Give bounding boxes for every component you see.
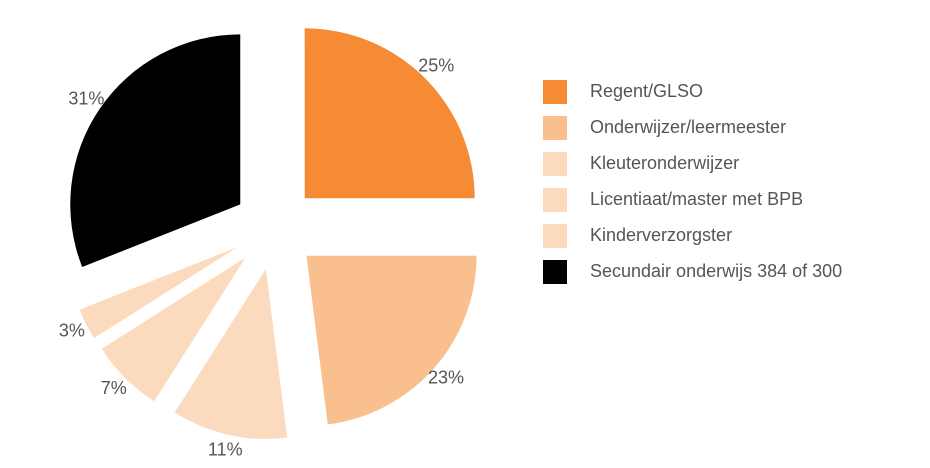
legend-label: Kinderverzorgster [590, 225, 732, 245]
legend-label: Onderwijzer/leermeester [590, 117, 786, 137]
legend-label: Kleuteronderwijzer [590, 153, 739, 173]
slice-label: 23% [428, 368, 464, 388]
legend-swatch [543, 152, 567, 176]
pie-slice [101, 257, 246, 402]
legend-swatch [543, 224, 567, 248]
slice-label: 7% [101, 378, 127, 398]
legend-swatch [543, 80, 567, 104]
pie-slice [70, 34, 241, 267]
legend-label: Regent/GLSO [590, 81, 703, 101]
slice-label: 31% [68, 89, 104, 109]
pie-slice [304, 28, 475, 199]
legend-swatch [543, 116, 567, 140]
pie-slice [174, 268, 288, 439]
legend-swatch [543, 188, 567, 212]
legend-swatch [543, 260, 567, 284]
pie-slice [306, 255, 477, 425]
slice-label: 11% [208, 439, 243, 459]
pie-slice [79, 247, 238, 339]
legend-label: Licentiaat/master met BPB [590, 189, 803, 209]
slice-label: 25% [418, 56, 454, 76]
legend-label: Secundair onderwijs 384 of 300 [590, 261, 842, 281]
slice-label: 3% [59, 320, 85, 340]
